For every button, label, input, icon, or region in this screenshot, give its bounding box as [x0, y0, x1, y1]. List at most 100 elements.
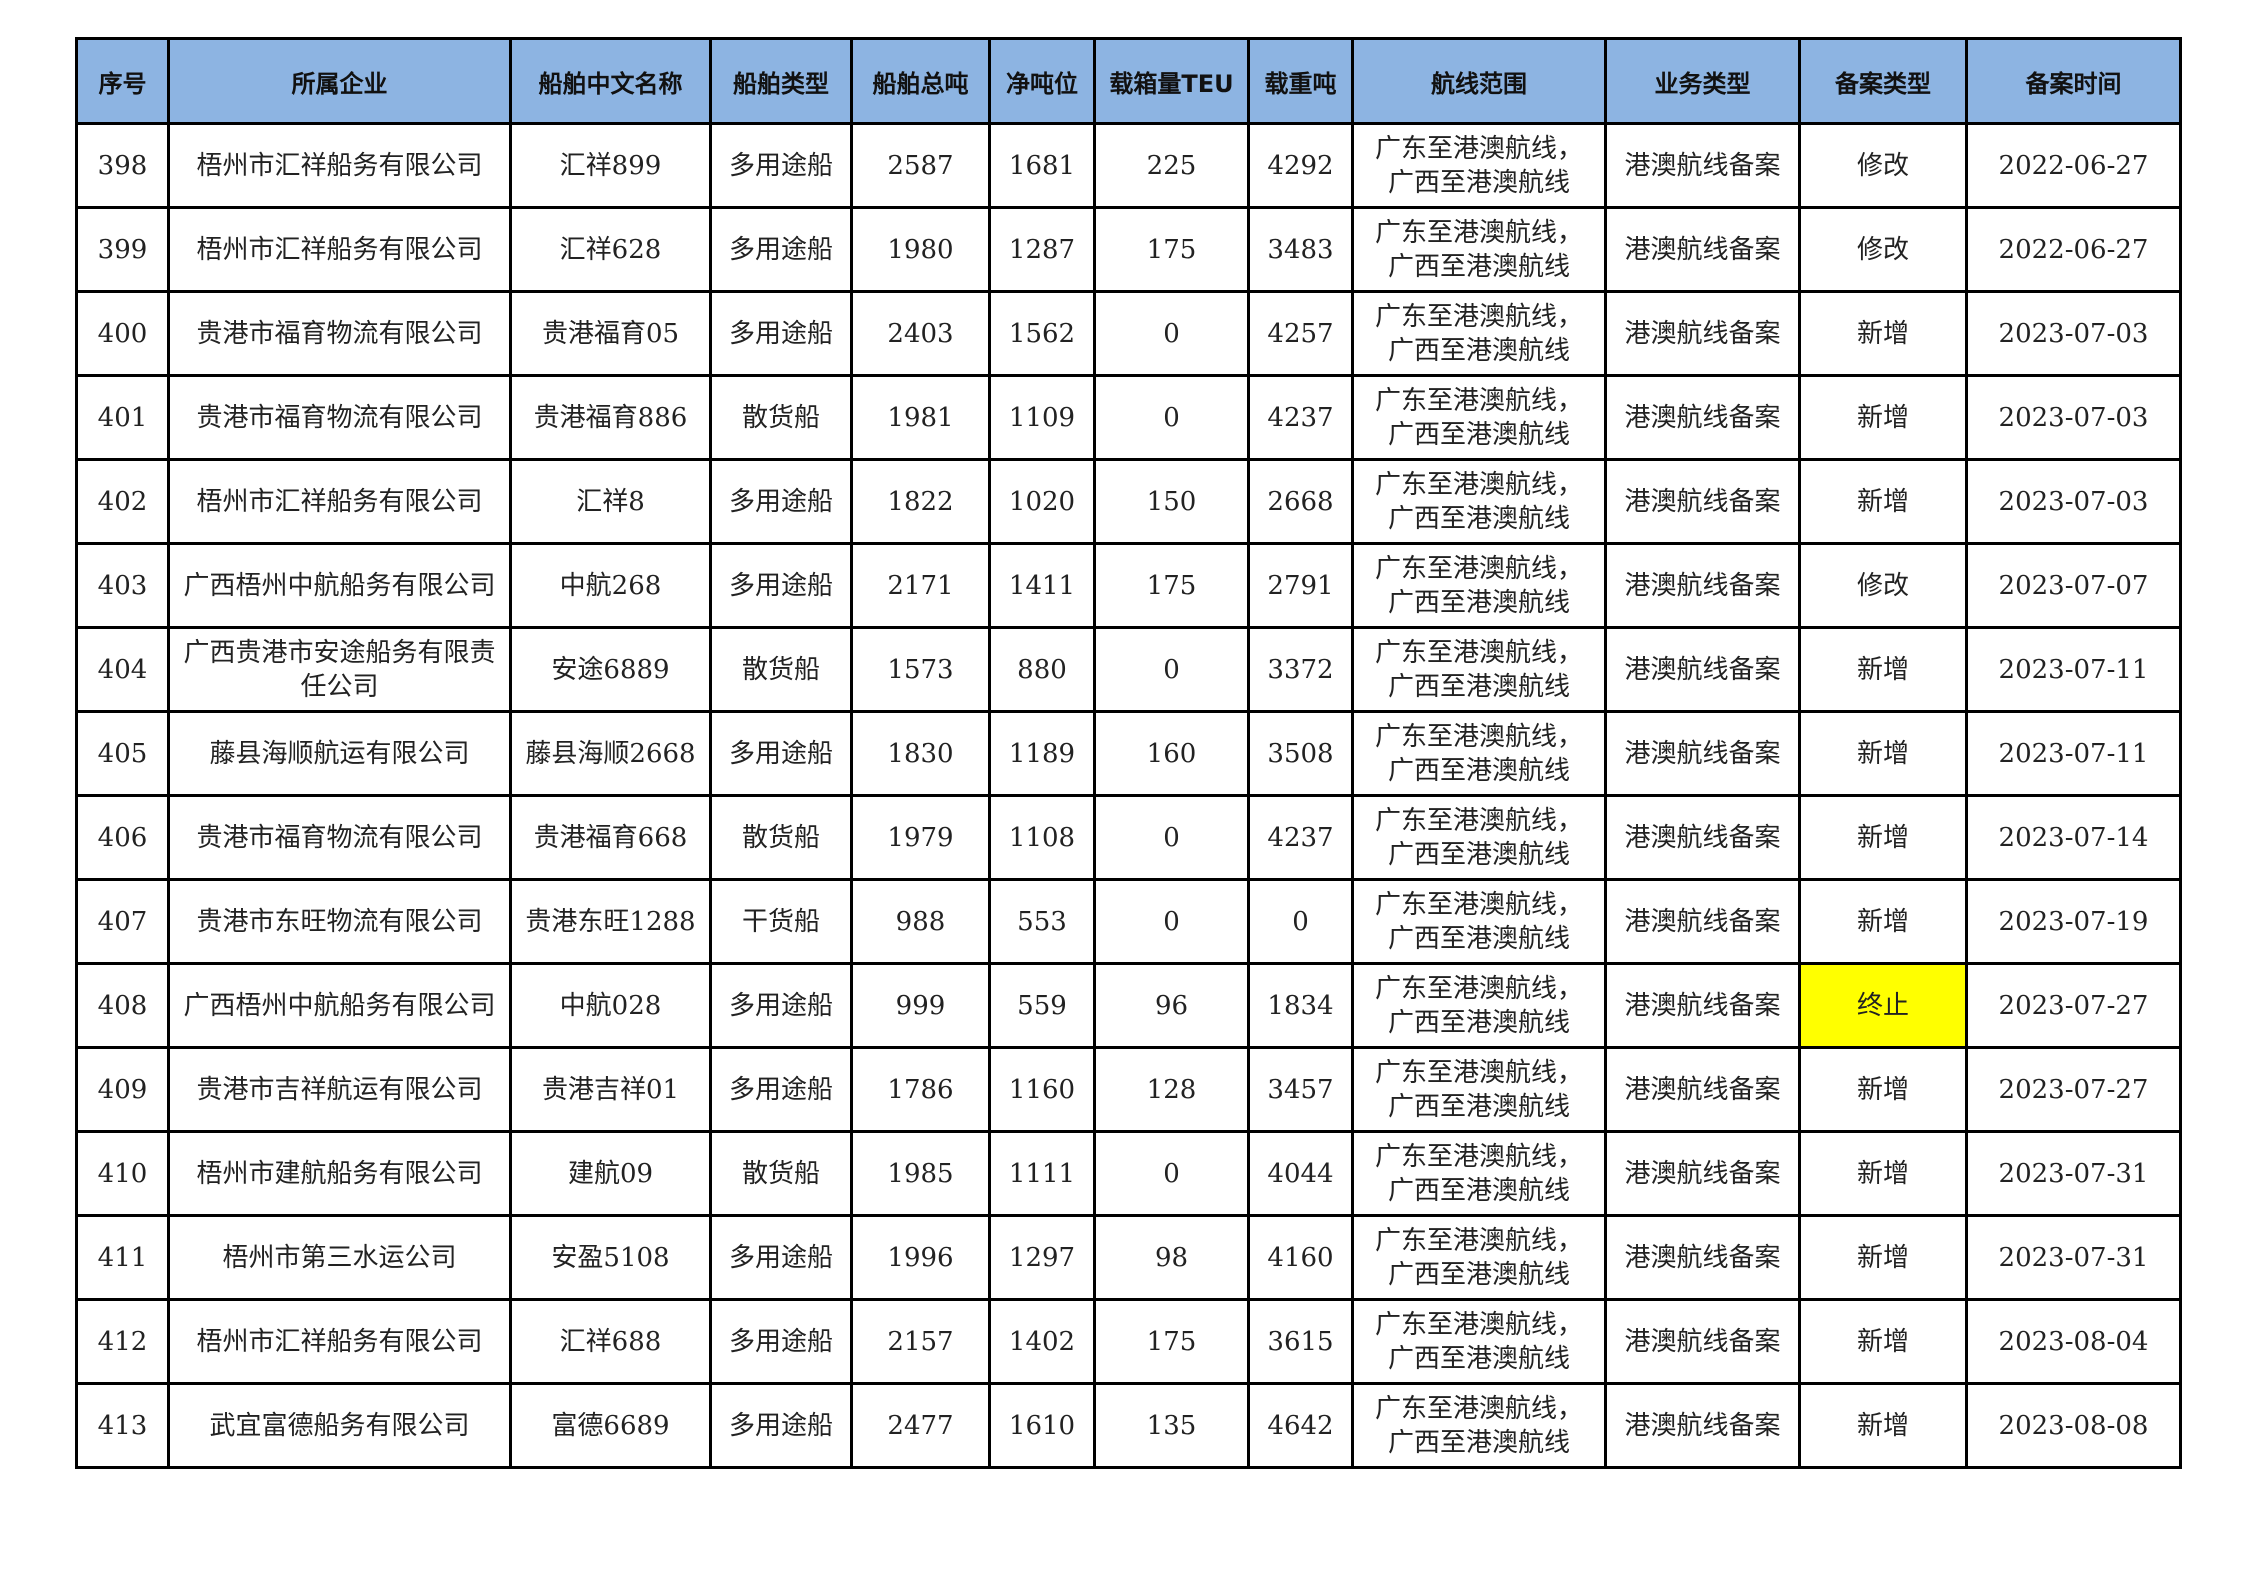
cell-gross-tonnage: 2157: [850, 1298, 991, 1385]
cell-route-scope: 广东至港澳航线，广西至港澳航线: [1351, 1046, 1607, 1133]
cell-ship-name: 汇祥628: [509, 206, 712, 293]
route-text: 广东至港澳航线，广西至港澳航线: [1374, 889, 1583, 954]
cell-business-type: 港澳航线备案: [1604, 878, 1801, 965]
header-net-tonnage: 净吨位: [988, 37, 1096, 125]
cell-company: 贵港市福育物流有限公司: [167, 290, 512, 377]
cell-business-type: 港澳航线备案: [1604, 710, 1801, 797]
cell-seq: 402: [75, 458, 170, 545]
cell-deadweight: 3457: [1247, 1046, 1354, 1133]
cell-net-tonnage: 1411: [988, 542, 1096, 629]
cell-ship-name: 汇祥8: [509, 458, 712, 545]
cell-route-scope: 广东至港澳航线，广西至港澳航线: [1351, 1130, 1607, 1217]
cell-gross-tonnage: 1996: [850, 1214, 991, 1301]
cell-deadweight: 3615: [1247, 1298, 1354, 1385]
cell-route-scope: 广东至港澳航线，广西至港澳航线: [1351, 290, 1607, 377]
cell-teu-capacity: 0: [1093, 794, 1250, 881]
header-deadweight: 载重吨: [1247, 37, 1354, 125]
header-ship-type: 船舶类型: [709, 37, 853, 125]
cell-ship-type: 散货船: [709, 1130, 853, 1217]
table-row: 404 广西贵港市安途船务有限责任公司 安途6889 散货船 1573 880 0 3372 广…: [75, 626, 2182, 713]
cell-seq: 409: [75, 1046, 170, 1133]
cell-business-type: 港澳航线备案: [1604, 1298, 1801, 1385]
cell-deadweight: 4044: [1247, 1130, 1354, 1217]
cell-route-scope: 广东至港澳航线，广西至港澳航线: [1351, 1298, 1607, 1385]
cell-ship-type: 多用途船: [709, 542, 853, 629]
cell-route-scope: 广东至港澳航线，广西至港澳航线: [1351, 794, 1607, 881]
cell-company: 广西梧州中航船务有限公司: [167, 962, 512, 1049]
cell-route-scope: 广东至港澳航线，广西至港澳航线: [1351, 962, 1607, 1049]
cell-business-type: 港澳航线备案: [1604, 1046, 1801, 1133]
cell-deadweight: 1834: [1247, 962, 1354, 1049]
table-row: 401 贵港市福育物流有限公司 贵港福育886 散货船 1981 1109 0 4237 广东至…: [75, 374, 2182, 461]
cell-deadweight: 4292: [1247, 122, 1354, 209]
table-row: 403 广西梧州中航船务有限公司 中航268 多用途船 2171 1411 175 2791 广…: [75, 542, 2182, 629]
header-filing-date: 备案时间: [1965, 37, 2182, 125]
route-text: 广东至港澳航线，广西至港澳航线: [1374, 469, 1583, 534]
cell-teu-capacity: 160: [1093, 710, 1250, 797]
cell-company: 梧州市汇祥船务有限公司: [167, 458, 512, 545]
cell-ship-name: 中航028: [509, 962, 712, 1049]
route-text: 广东至港澳航线，广西至港澳航线: [1374, 805, 1583, 870]
cell-filing-date: 2023-07-11: [1965, 710, 2182, 797]
table-row: 408 广西梧州中航船务有限公司 中航028 多用途船 999 559 96 1834 广东至港…: [75, 962, 2182, 1049]
table-header: 序号 所属企业 船舶中文名称 船舶类型 船舶总吨 净吨位 载箱量TEU 载重吨 航线范围 业务类型…: [75, 37, 2182, 125]
cell-company: 广西梧州中航船务有限公司: [167, 542, 512, 629]
cell-gross-tonnage: 1980: [850, 206, 991, 293]
cell-filing-type: 新增: [1798, 794, 1968, 881]
table-row: 399 梧州市汇祥船务有限公司 汇祥628 多用途船 1980 1287 175 3483 广东…: [75, 206, 2182, 293]
cell-ship-name: 贵港东旺1288: [509, 878, 712, 965]
cell-deadweight: 4642: [1247, 1382, 1354, 1469]
cell-teu-capacity: 135: [1093, 1382, 1250, 1469]
cell-teu-capacity: 175: [1093, 542, 1250, 629]
cell-ship-type: 多用途船: [709, 1214, 853, 1301]
cell-net-tonnage: 1402: [988, 1298, 1096, 1385]
cell-deadweight: 0: [1247, 878, 1354, 965]
header-company: 所属企业: [167, 37, 512, 125]
cell-business-type: 港澳航线备案: [1604, 122, 1801, 209]
cell-deadweight: 4237: [1247, 374, 1354, 461]
cell-ship-type: 散货船: [709, 794, 853, 881]
header-business-type: 业务类型: [1604, 37, 1801, 125]
route-text: 广东至港澳航线，广西至港澳航线: [1374, 553, 1583, 618]
cell-business-type: 港澳航线备案: [1604, 1382, 1801, 1469]
cell-filing-type: 新增: [1798, 458, 1968, 545]
cell-ship-type: 散货船: [709, 374, 853, 461]
cell-filing-date: 2023-07-03: [1965, 290, 2182, 377]
cell-company: 梧州市第三水运公司: [167, 1214, 512, 1301]
cell-ship-name: 富德6689: [509, 1382, 712, 1469]
cell-seq: 400: [75, 290, 170, 377]
cell-deadweight: 3483: [1247, 206, 1354, 293]
table-body: 398 梧州市汇祥船务有限公司 汇祥899 多用途船 2587 1681 225 4292 广东…: [75, 122, 2182, 1469]
route-text: 广东至港澳航线，广西至港澳航线: [1374, 385, 1583, 450]
route-text: 广东至港澳航线，广西至港澳航线: [1374, 217, 1583, 282]
table-row: 406 贵港市福育物流有限公司 贵港福育668 散货船 1979 1108 0 4237 广东至…: [75, 794, 2182, 881]
cell-filing-type: 终止: [1798, 962, 1968, 1049]
cell-seq: 410: [75, 1130, 170, 1217]
cell-filing-date: 2023-07-07: [1965, 542, 2182, 629]
cell-deadweight: 4257: [1247, 290, 1354, 377]
cell-filing-date: 2023-07-03: [1965, 374, 2182, 461]
route-text: 广东至港澳航线，广西至港澳航线: [1374, 637, 1583, 702]
cell-net-tonnage: 553: [988, 878, 1096, 965]
cell-company: 梧州市汇祥船务有限公司: [167, 206, 512, 293]
cell-seq: 403: [75, 542, 170, 629]
cell-deadweight: 3508: [1247, 710, 1354, 797]
table-row: 402 梧州市汇祥船务有限公司 汇祥8 多用途船 1822 1020 150 2668 广东至港…: [75, 458, 2182, 545]
route-text: 广东至港澳航线，广西至港澳航线: [1374, 1225, 1583, 1290]
cell-net-tonnage: 1111: [988, 1130, 1096, 1217]
cell-net-tonnage: 1020: [988, 458, 1096, 545]
cell-seq: 407: [75, 878, 170, 965]
cell-route-scope: 广东至港澳航线，广西至港澳航线: [1351, 710, 1607, 797]
cell-company: 广西贵港市安途船务有限责任公司: [167, 626, 512, 713]
cell-filing-date: 2023-07-14: [1965, 794, 2182, 881]
cell-seq: 413: [75, 1382, 170, 1469]
cell-teu-capacity: 175: [1093, 1298, 1250, 1385]
cell-net-tonnage: 1160: [988, 1046, 1096, 1133]
cell-ship-name: 汇祥688: [509, 1298, 712, 1385]
cell-filing-type: 新增: [1798, 1382, 1968, 1469]
cell-net-tonnage: 1681: [988, 122, 1096, 209]
cell-gross-tonnage: 1573: [850, 626, 991, 713]
cell-filing-type: 新增: [1798, 626, 1968, 713]
table-row: 400 贵港市福育物流有限公司 贵港福育05 多用途船 2403 1562 0 4257 广东至…: [75, 290, 2182, 377]
cell-teu-capacity: 150: [1093, 458, 1250, 545]
